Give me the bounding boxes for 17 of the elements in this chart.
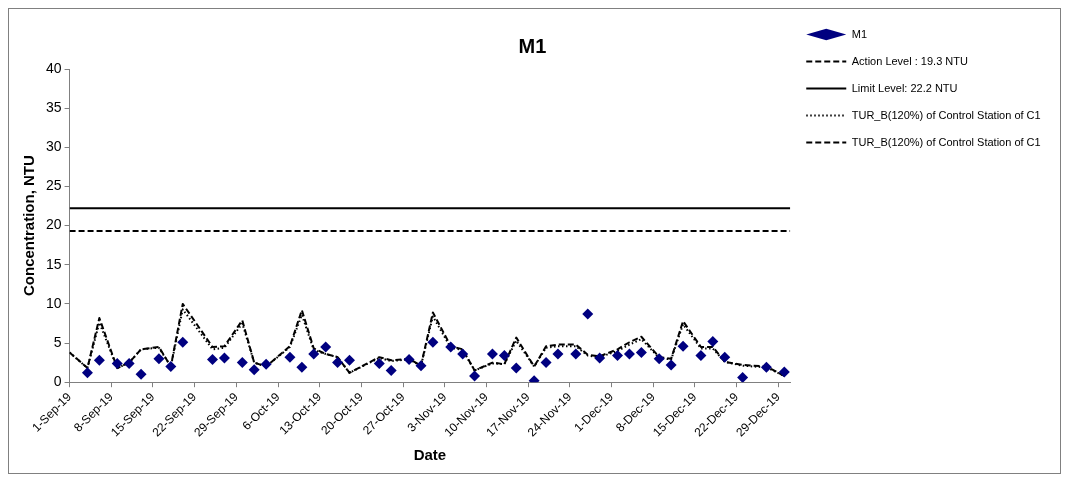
y-tick-label: 5 — [53, 333, 62, 350]
chart-title: M1 — [518, 34, 547, 57]
y-axis-title: Concentration, NTU — [20, 155, 38, 297]
y-tick-label: 20 — [45, 216, 62, 233]
x-axis-title: Date — [413, 446, 447, 464]
legend-label: TUR_B(120%) of Control Station of C1 — [851, 135, 1041, 148]
y-tick-label: 25 — [45, 177, 62, 194]
legend-label: Limit Level: 22.2 NTU — [851, 81, 958, 94]
y-tick-label: 40 — [45, 59, 62, 76]
legend-label: M1 — [851, 27, 868, 40]
y-tick-label: 0 — [53, 373, 62, 390]
y-tick-label: 30 — [45, 138, 62, 155]
legend-label: Action Level : 19.3 NTU — [851, 54, 968, 67]
y-tick-label: 15 — [45, 255, 62, 272]
y-tick-label: 35 — [45, 99, 62, 116]
legend-label: TUR_B(120%) of Control Station of C1 — [851, 108, 1041, 121]
y-tick-label: 10 — [45, 294, 62, 311]
